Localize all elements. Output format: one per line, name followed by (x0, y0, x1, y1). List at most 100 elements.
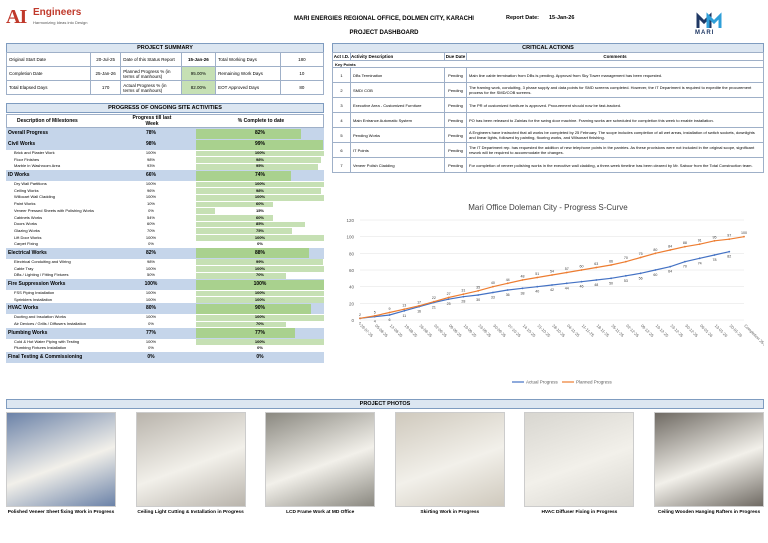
progress-bar-track: 100% (196, 266, 324, 273)
data-label-planned: 9 (389, 307, 391, 311)
data-label-actual: 30 (476, 298, 480, 302)
milestone-label: Air Devices / Grills / Diffusers Install… (14, 321, 86, 327)
data-point-actual (477, 294, 480, 296)
data-label-actual: 70 (683, 265, 687, 269)
data-point-planned (713, 239, 716, 242)
x-tick-label: 14-10-25 (522, 323, 537, 338)
milestone-label: Cabinets Works (14, 214, 43, 220)
action-id: 1 (332, 67, 351, 83)
data-label-planned: 17 (417, 300, 421, 304)
chart-title: Mari Office Doleman City - Progress S-Cu… (468, 203, 628, 212)
data-label-actual: 4 (374, 320, 376, 324)
summary-label: Date of this Status Report (120, 52, 182, 67)
action-description: Executive Area - Customized Furniture (350, 97, 445, 113)
s-curve-svg: Mari Office Doleman City - Progress S-Cu… (346, 203, 768, 385)
data-label-planned: 63 (594, 262, 598, 266)
x-tick-label: 04-11-25 (566, 323, 581, 338)
complete-value: 100% (253, 281, 267, 287)
milestone-label: Dry Wall Partitions (14, 181, 47, 187)
data-label-actual: 6 (389, 318, 391, 322)
milestone-label: Veneer Pressed Sheets with Polishing Wor… (14, 207, 94, 213)
x-tick-label: 21-10-25 (537, 323, 552, 338)
critical-action-row: 4 Main Entrance Automatic System Pending PO… (332, 112, 764, 128)
company-logo: AI Engineers Harmonizing Ideas into Desi… (6, 6, 96, 36)
progress-bar-fill (196, 215, 273, 221)
last-week-value: 100% (145, 265, 157, 271)
last-week-value: 100% (145, 181, 157, 187)
milestone-label: Sprinklers Installation (14, 296, 53, 302)
data-point-actual (654, 269, 657, 271)
complete-value: 98% (255, 156, 264, 162)
progress-bar-fill (196, 228, 292, 235)
milestone-label: Cable Tray (14, 265, 34, 271)
milestone-row: Dry Wall Partitions 100% 100% (6, 181, 324, 188)
progress-bar-fill (196, 208, 216, 214)
data-point-planned (432, 300, 435, 303)
milestone-row: Veneer Pressed Sheets with Polishing Wor… (6, 208, 324, 215)
progress-panel: Description of Milestones Progress till … (6, 114, 324, 364)
last-week-value: 100% (145, 296, 157, 302)
data-label-actual: 64 (668, 270, 672, 274)
x-tick-label: 05-08-25 (374, 323, 389, 338)
milestone-row: Marble in Washroom Area 93% 95% (6, 163, 324, 170)
progress-bar-fill (196, 321, 286, 328)
data-point-planned (447, 296, 450, 299)
last-week-value: 96% (146, 187, 155, 193)
progress-bar-fill (196, 181, 324, 188)
complete-value: 100% (254, 194, 266, 200)
data-label-planned: 31 (461, 289, 465, 293)
complete-value: 0% (257, 241, 263, 247)
header: AI Engineers Harmonizing Ideas into Desi… (0, 0, 768, 42)
last-week-value: 93% (146, 163, 155, 169)
milestone-label: Glazing Works (14, 227, 40, 233)
last-week-value: 0% (148, 321, 154, 327)
summary-value: 95.00% (180, 66, 217, 81)
progress-bar-track: 100% (196, 181, 324, 188)
progress-bar-fill (196, 128, 301, 139)
milestone-label: Overall Progress (8, 130, 49, 136)
complete-value: 99% (254, 141, 265, 147)
data-label-planned: 48 (520, 275, 524, 279)
last-week-value: 50% (146, 272, 155, 278)
data-label-actual: 56 (639, 276, 643, 280)
site-photo (654, 412, 764, 507)
data-point-planned (388, 311, 391, 314)
milestone-label: Plumbing Works (8, 329, 48, 336)
data-label-planned: 95 (712, 235, 716, 239)
site-photo (524, 412, 635, 507)
milestone-label: Doors Works (14, 221, 38, 227)
data-label-actual: 82 (727, 255, 731, 259)
page-title: MARI ENERGIES REGIONAL OFFICE, DOLMEN CI… (294, 16, 474, 22)
milestone-label: Final Testing & Commissioning (8, 354, 83, 361)
logo-tagline: Harmonizing Ideas into Design (33, 20, 88, 25)
x-tick-label: 12-08-25 (389, 323, 404, 338)
x-tick-label: 16-12-25 (655, 323, 670, 338)
site-photo (394, 412, 505, 507)
data-point-actual (403, 309, 406, 312)
complete-value: 0% (257, 345, 263, 351)
data-point-actual (492, 291, 494, 294)
progress-bar-track: 0% (196, 345, 324, 352)
data-label-actual: 50 (609, 281, 613, 285)
last-week-value: 100% (144, 281, 158, 287)
milestone-label: DBs / Lighting / Fitting Fixtures (14, 272, 69, 278)
action-id: 7 (332, 157, 351, 173)
milestone-category-row: Overall Progress 78% 82% (6, 128, 324, 139)
data-point-planned (536, 276, 539, 279)
milestone-row: FSS Piping Installation 100% 100% (6, 290, 324, 297)
complete-value: 85% (255, 221, 264, 227)
x-tick-label: 18-11-25 (596, 323, 611, 338)
progress-bar-track: 70% (196, 321, 324, 328)
last-week-value: 10% (146, 201, 155, 207)
data-point-actual (447, 298, 450, 301)
data-point-planned (728, 238, 731, 241)
data-point-actual (610, 277, 612, 280)
action-comment: For completion of veneer polishing works… (466, 157, 764, 173)
progress-bar-track: 0% (196, 241, 324, 248)
last-week-value: 0% (148, 345, 154, 351)
x-tick-label: 09-12-25 (640, 323, 655, 338)
y-tick-label: 40 (349, 285, 355, 290)
complete-value: 74% (254, 172, 265, 179)
data-point-actual (462, 295, 465, 298)
x-tick-label: 29-07-25 (359, 323, 374, 338)
